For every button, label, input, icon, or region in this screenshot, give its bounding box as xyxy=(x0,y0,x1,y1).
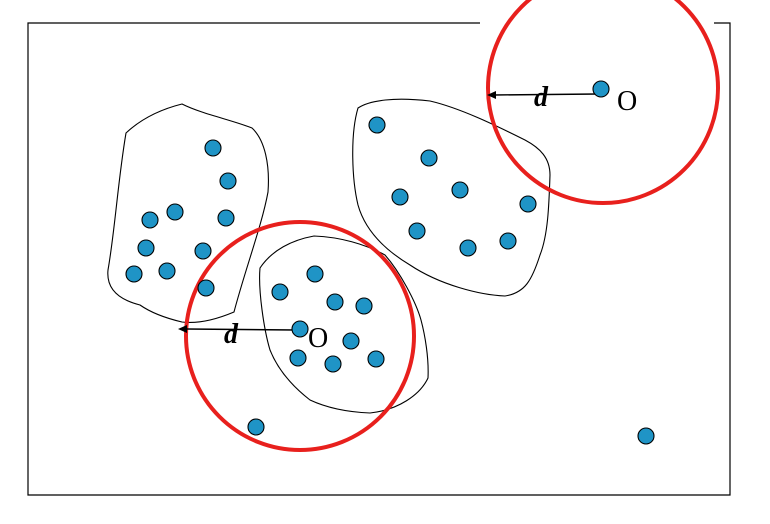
data-point xyxy=(519,195,537,213)
data-point xyxy=(247,418,265,436)
data-point xyxy=(291,320,309,338)
data-point xyxy=(219,172,237,190)
data-point xyxy=(499,232,517,250)
data-point xyxy=(194,242,212,260)
data-point xyxy=(137,239,155,257)
data-point xyxy=(326,293,344,311)
arrow-head-center xyxy=(178,325,187,333)
diagram-frame xyxy=(27,22,731,496)
data-point xyxy=(367,350,385,368)
data-point xyxy=(158,262,176,280)
data-point xyxy=(204,139,222,157)
data-point xyxy=(166,203,184,221)
data-point xyxy=(408,222,426,240)
cluster-outline-right xyxy=(352,98,551,297)
data-point xyxy=(637,427,655,445)
core-point-label-right: O xyxy=(617,86,637,117)
data-points xyxy=(125,80,655,445)
data-point xyxy=(324,355,342,373)
radius-arrow-right xyxy=(493,93,599,96)
cluster-outline-left xyxy=(107,103,269,324)
core-point-label-center: O xyxy=(308,323,328,354)
arrow-head-right xyxy=(487,91,496,99)
data-point xyxy=(197,279,215,297)
cluster-outline-center xyxy=(259,235,429,414)
data-point xyxy=(217,209,235,227)
data-point xyxy=(391,188,409,206)
epsilon-circle-right xyxy=(486,0,720,205)
data-point xyxy=(459,239,477,257)
data-point xyxy=(451,181,469,199)
data-point xyxy=(271,283,289,301)
radius-label-right: d xyxy=(534,82,549,113)
data-point xyxy=(289,349,307,367)
data-point xyxy=(125,265,143,283)
data-point xyxy=(368,116,386,134)
epsilon-circle-center xyxy=(184,220,416,452)
data-point xyxy=(355,297,373,315)
data-point xyxy=(141,211,159,229)
data-point xyxy=(342,332,360,350)
radius-label-center: d xyxy=(224,319,239,350)
radius-arrow-center xyxy=(185,328,296,331)
data-point xyxy=(420,149,438,167)
data-point xyxy=(306,265,324,283)
data-point xyxy=(592,80,610,98)
